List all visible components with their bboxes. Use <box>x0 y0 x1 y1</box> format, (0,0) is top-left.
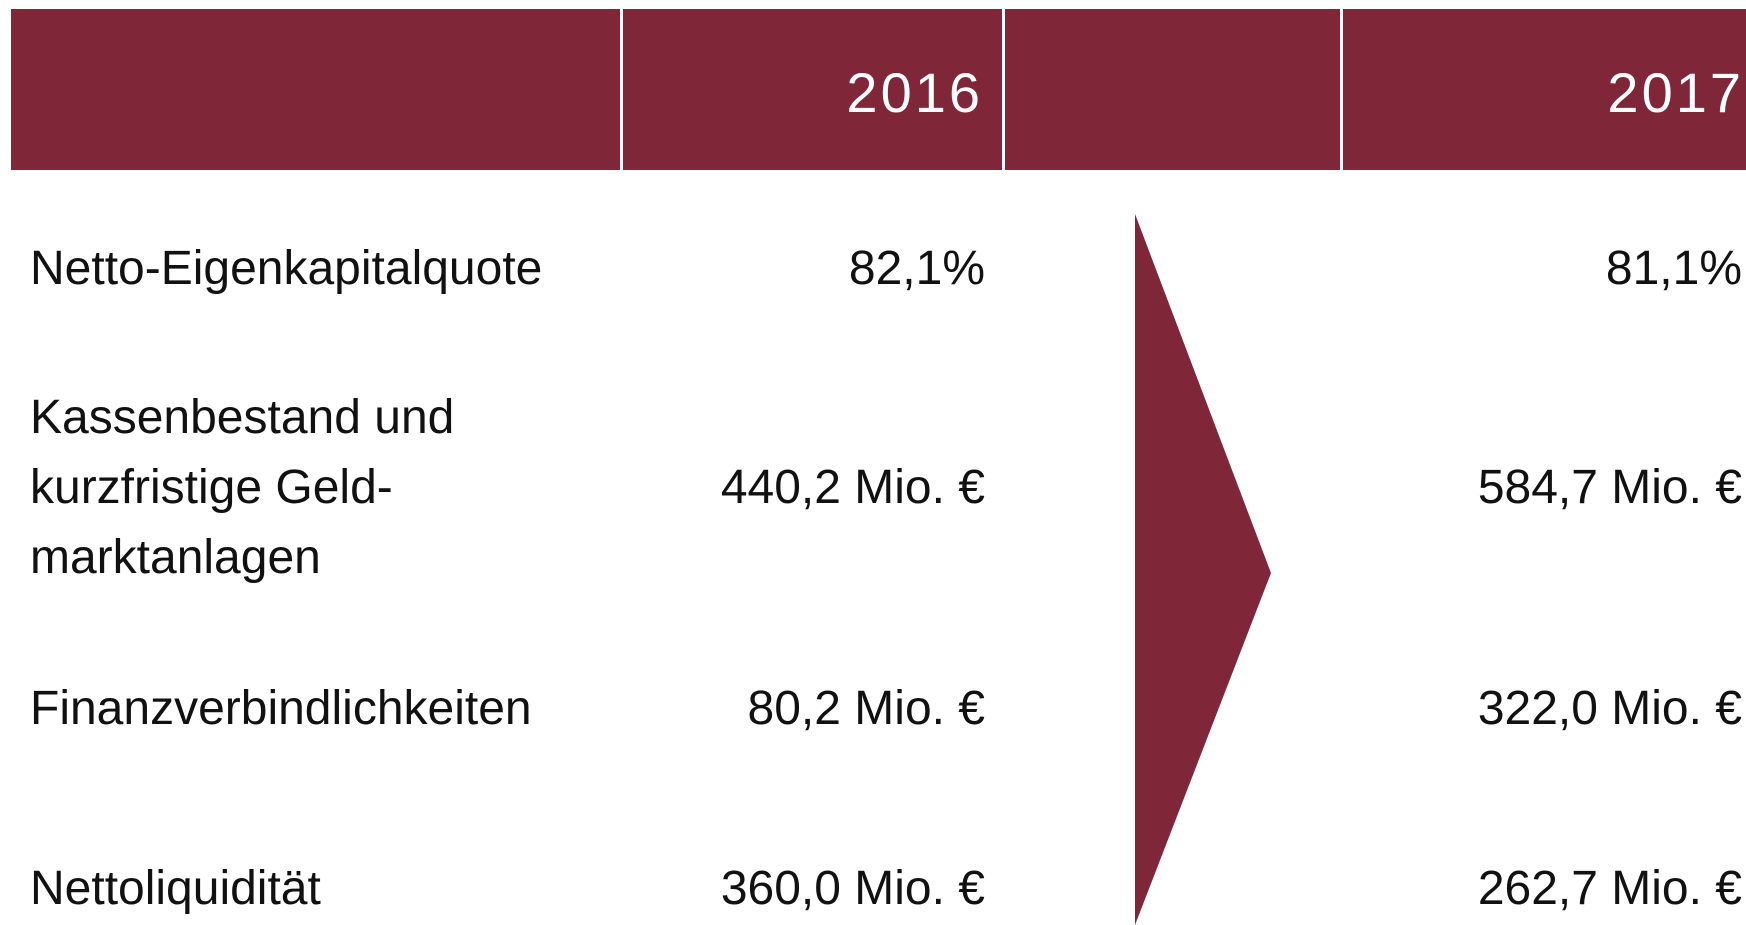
value-2017: 322,0 Mio. € <box>1478 682 1742 735</box>
header-cell <box>623 9 1002 170</box>
header-cell <box>1005 9 1340 170</box>
arrow <box>1135 214 1271 925</box>
row-label: Netto-Eigenkapitalquote <box>30 242 542 295</box>
value-2016: 440,2 Mio. € <box>721 461 985 514</box>
year: 2016 <box>846 61 983 124</box>
value-2017: 584,7 Mio. € <box>1478 461 1742 514</box>
value-2017: 81,1% <box>1606 242 1742 295</box>
value-2016: 360,0 Mio. € <box>721 862 985 915</box>
value-2016: 82,1% <box>849 242 985 295</box>
row-label: marktanlagen <box>30 531 321 584</box>
header-cell <box>11 9 620 170</box>
row-label: kurzfristige Geld- <box>30 461 393 514</box>
value-2016: 80,2 Mio. € <box>748 682 986 735</box>
row-label: Kassenbestand und <box>30 391 454 444</box>
value-2017: 262,7 Mio. € <box>1478 862 1742 915</box>
header-cell <box>1343 9 1746 170</box>
row-label: Nettoliquidität <box>30 862 321 915</box>
row-label: Finanzverbindlichkeiten <box>30 682 532 735</box>
year: 2017 <box>1607 61 1744 124</box>
